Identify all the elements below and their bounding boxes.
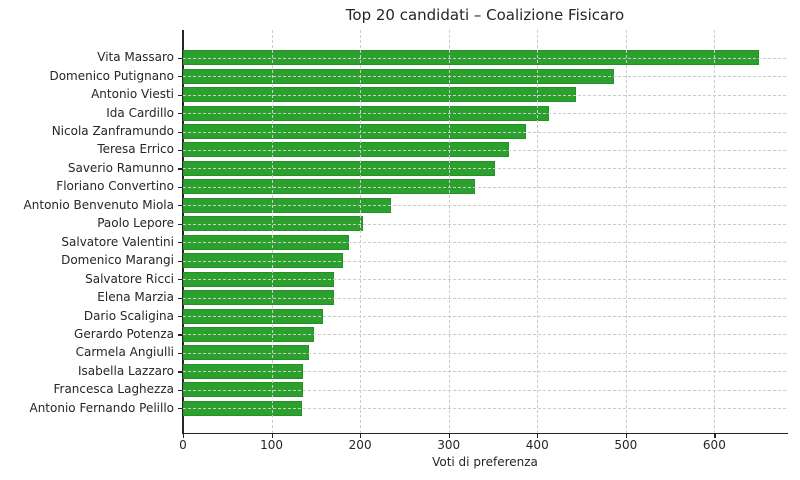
y-tick-label: Ida Cardillo — [106, 105, 174, 120]
chart-title: Top 20 candidati – Coalizione Fisicaro — [345, 6, 625, 24]
y-tick-mark — [178, 149, 182, 152]
y-tick-mark — [178, 316, 182, 318]
y-tick-mark — [178, 242, 182, 244]
y-tick-mark — [178, 131, 182, 133]
y-tick-label: Salvatore Valentini — [61, 234, 174, 249]
v-gridline — [537, 30, 539, 433]
plot-area — [183, 30, 787, 433]
v-gridline — [448, 30, 450, 433]
y-tick-mark — [178, 334, 182, 336]
h-gridline — [183, 279, 787, 281]
x-tick-label: 100 — [260, 438, 284, 452]
h-gridline — [183, 260, 787, 262]
h-gridline — [183, 168, 787, 170]
y-tick-mark — [178, 389, 182, 391]
y-tick-label: Elena Marzia — [97, 290, 174, 305]
y-tick-label: Antonio Benvenuto Miola — [23, 197, 174, 212]
y-tick-label: Saverio Ramunno — [67, 160, 174, 175]
h-gridline — [183, 94, 787, 96]
h-gridline — [183, 371, 787, 373]
x-tick-mark — [714, 434, 716, 438]
y-tick-label: Domenico Putignano — [49, 68, 174, 83]
y-tick-mark — [178, 223, 182, 225]
x-tick-label: 300 — [437, 438, 461, 452]
v-gridline — [271, 30, 273, 433]
v-gridline — [625, 30, 627, 433]
y-tick-mark — [178, 76, 182, 78]
y-tick-mark — [178, 205, 182, 207]
y-tick-mark — [178, 186, 182, 189]
y-tick-label: Teresa Errico — [97, 142, 174, 157]
y-tick-label: Francesca Laghezza — [53, 382, 174, 397]
x-tick-mark — [625, 434, 627, 438]
x-tick-label: 600 — [702, 438, 726, 452]
y-tick-label: Carmela Angiulli — [75, 345, 174, 360]
x-tick-mark — [271, 434, 273, 438]
y-tick-label: Gerardo Potenza — [74, 326, 174, 341]
x-axis-spine — [182, 432, 788, 434]
x-axis-title: Voti di preferenza — [432, 455, 538, 469]
y-tick-label: Domenico Marangi — [61, 253, 174, 268]
y-tick-mark — [178, 168, 182, 170]
h-gridline — [183, 76, 787, 78]
y-tick-mark — [178, 279, 182, 281]
x-tick-mark — [448, 434, 450, 438]
x-tick-label: 200 — [348, 438, 372, 452]
h-gridline — [183, 205, 787, 207]
h-gridline — [183, 131, 787, 133]
x-tick-label: 400 — [525, 438, 549, 452]
x-tick-label: 0 — [179, 438, 187, 452]
y-tick-label: Paolo Lepore — [97, 216, 174, 231]
h-gridline — [183, 149, 787, 151]
y-tick-mark — [178, 352, 182, 355]
y-tick-mark — [178, 94, 182, 96]
y-tick-mark — [178, 260, 182, 262]
h-gridline — [183, 113, 787, 115]
x-tick-mark — [183, 434, 185, 438]
y-tick-label: Salvatore Ricci — [85, 271, 174, 286]
y-axis-spine — [182, 30, 184, 434]
x-tick-mark — [360, 434, 362, 438]
h-gridline — [183, 186, 787, 188]
h-gridline — [183, 297, 787, 299]
y-tick-label: Antonio Viesti — [91, 87, 174, 102]
h-gridline — [183, 352, 787, 354]
h-gridline — [183, 57, 787, 59]
v-gridline — [714, 30, 716, 433]
h-gridline — [183, 316, 787, 317]
x-tick-mark — [537, 434, 539, 438]
v-gridline — [360, 30, 362, 433]
y-tick-mark — [178, 371, 182, 373]
h-gridline — [183, 242, 787, 244]
y-tick-label: Dario Scaligina — [83, 308, 174, 323]
h-gridline — [183, 223, 787, 225]
y-tick-mark — [178, 57, 182, 59]
x-tick-label: 500 — [614, 438, 638, 452]
y-tick-label: Isabella Lazzaro — [78, 363, 174, 378]
y-tick-mark — [178, 113, 182, 115]
y-tick-label: Antonio Fernando Pelillo — [29, 400, 174, 415]
y-tick-label: Nicola Zanframundo — [51, 124, 174, 138]
y-tick-label: Floriano Convertino — [56, 179, 174, 194]
h-gridline — [183, 408, 787, 410]
y-tick-mark — [178, 408, 182, 410]
h-gridline — [183, 334, 787, 336]
y-tick-mark — [178, 297, 182, 299]
y-tick-label: Vita Massaro — [97, 50, 174, 65]
h-gridline — [183, 389, 787, 391]
